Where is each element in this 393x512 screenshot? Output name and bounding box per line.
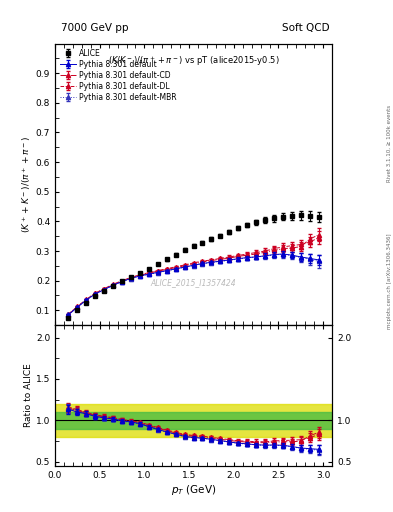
X-axis label: $p_T$ (GeV): $p_T$ (GeV) (171, 482, 216, 497)
Text: Soft QCD: Soft QCD (283, 23, 330, 33)
Bar (55, 412, 332, 429)
Text: mcplots.cern.ch [arXiv:1306.3436]: mcplots.cern.ch [arXiv:1306.3436] (387, 234, 392, 329)
Text: Rivet 3.1.10, ≥ 100k events: Rivet 3.1.10, ≥ 100k events (387, 105, 392, 182)
Text: ALICE_2015_I1357424: ALICE_2015_I1357424 (151, 279, 236, 287)
Legend: ALICE, Pythia 8.301 default, Pythia 8.301 default-CD, Pythia 8.301 default-DL, P: ALICE, Pythia 8.301 default, Pythia 8.30… (59, 47, 178, 103)
Bar (55, 404, 332, 437)
Text: $(K/K^-)/(\pi^++\pi^-)$ vs pT (alice2015-y0.5): $(K/K^-)/(\pi^++\pi^-)$ vs pT (alice2015… (108, 55, 279, 69)
Y-axis label: $(K^+ + K^-)/(\pi^+ + \pi^-)$: $(K^+ + K^-)/(\pi^+ + \pi^-)$ (20, 136, 33, 233)
Text: 7000 GeV pp: 7000 GeV pp (61, 23, 129, 33)
Y-axis label: Ratio to ALICE: Ratio to ALICE (24, 364, 33, 428)
